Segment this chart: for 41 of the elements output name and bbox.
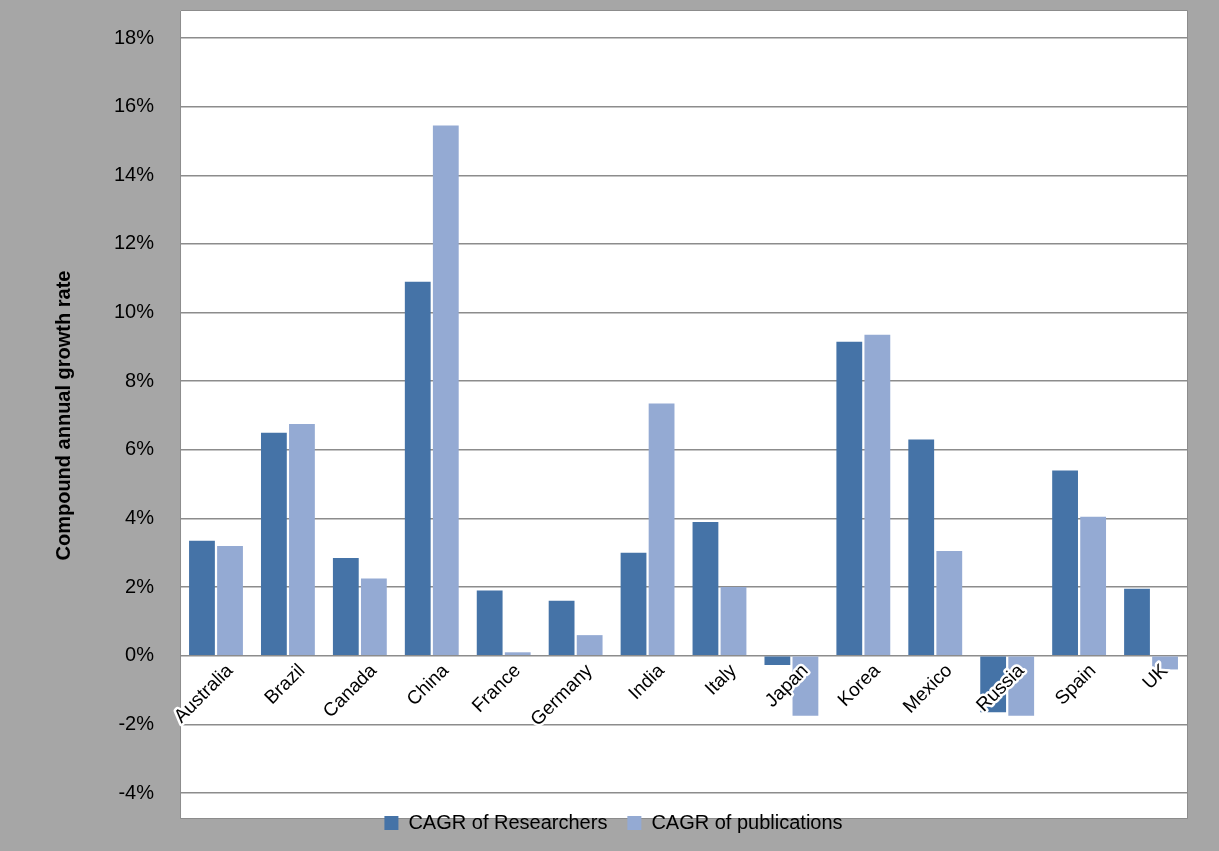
bar: [332, 557, 359, 655]
bar: [1080, 516, 1107, 655]
y-tick-label: -2%: [118, 711, 155, 734]
bar: [620, 552, 647, 655]
legend-label: CAGR of publications: [651, 810, 843, 833]
y-tick-label: 16%: [114, 94, 155, 117]
bar: [189, 540, 215, 655]
y-tick-label: 4%: [125, 505, 155, 528]
bar: [720, 587, 747, 655]
bar: [260, 432, 287, 655]
bar: [548, 600, 575, 655]
bar: [404, 281, 431, 655]
bar: [648, 403, 675, 655]
y-tick-label: 18%: [114, 25, 155, 48]
bar: [908, 439, 935, 655]
bar: [692, 521, 719, 655]
bar: [764, 656, 791, 665]
y-tick-label: -4%: [118, 780, 155, 803]
bar: [476, 590, 503, 655]
legend-label: CAGR of Researchers: [408, 810, 608, 833]
bar: [432, 125, 459, 655]
bar: [289, 424, 315, 655]
bar: [936, 551, 963, 655]
bar: [1124, 588, 1150, 655]
y-tick-label: 0%: [125, 643, 155, 666]
bar: [217, 545, 243, 655]
y-tick-label: 2%: [125, 574, 155, 597]
x-tick-label: Italy: [700, 659, 741, 699]
y-tick-label: 14%: [114, 162, 155, 185]
bar: [576, 635, 603, 655]
y-axis-title: Compound annual growth rate: [51, 270, 74, 561]
bar: [1052, 470, 1078, 655]
bar: [360, 578, 387, 655]
x-tick-label: UK: [1138, 659, 1172, 693]
y-tick-label: 10%: [114, 300, 155, 323]
y-tick-label: 6%: [125, 437, 155, 460]
bar: [504, 652, 531, 655]
y-tick-label: 12%: [114, 231, 155, 254]
y-tick-label: 8%: [125, 368, 155, 391]
bar: [836, 341, 863, 655]
bar: [864, 334, 891, 655]
